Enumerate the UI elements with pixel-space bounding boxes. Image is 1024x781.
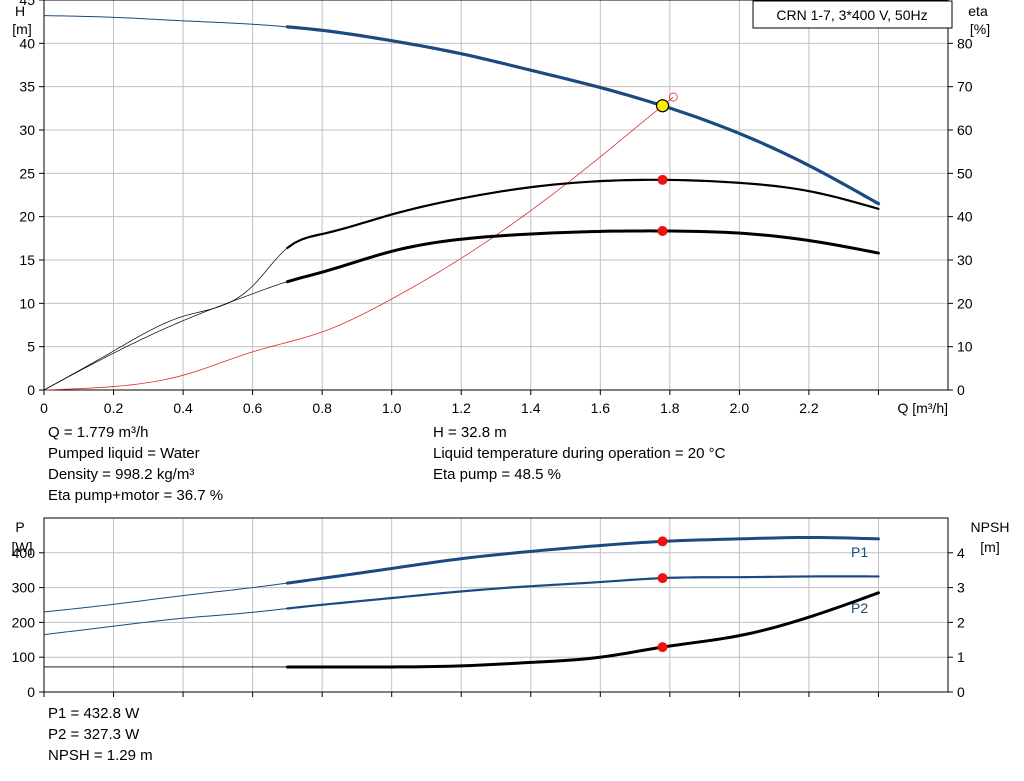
- head-chart-y-right-tick-label: 0: [957, 382, 965, 398]
- info-p2: P2 = 327.3 W: [48, 726, 140, 743]
- head-chart-y-right-tick-label: 30: [957, 252, 973, 268]
- info-upper-right: H = 32.8 m Liquid temperature during ope…: [433, 422, 725, 485]
- chart-title: CRN 1-7, 3*400 V, 50Hz: [776, 7, 927, 23]
- p2-curve-bold: [286, 575, 880, 610]
- p1-curve-bold: [285, 535, 880, 585]
- eta-pump-motor-operating-point: [657, 225, 668, 236]
- head-operating-point: [655, 99, 670, 113]
- head-chart-x-tick-label: 2.2: [799, 400, 819, 416]
- info-density: Density = 998.2 kg/m³: [48, 466, 195, 483]
- head-chart-y-left-tick-label: 40: [19, 35, 35, 51]
- head-chart-x-tick-label: 0.6: [243, 400, 263, 416]
- head-curve-thin: [43, 15, 288, 28]
- head-chart-y-right-tick-label: 10: [957, 339, 973, 355]
- head-chart-y-left-tick-label: 35: [19, 79, 35, 95]
- info-flow: Q = 1.779 m³/h: [48, 424, 149, 441]
- head-chart-x-tick-label: 0: [40, 400, 48, 416]
- head-chart-x-axis-label: Q [m³/h]: [897, 400, 948, 416]
- head-chart-x-tick-label: 1.0: [382, 400, 402, 416]
- info-upper-left: Q = 1.779 m³/h Pumped liquid = Water Den…: [48, 422, 223, 506]
- head-chart-x-tick-label: 1.8: [660, 400, 680, 416]
- head-chart-x-tick-label: 0.8: [312, 400, 332, 416]
- power-chart-plot-frame: [43, 517, 949, 693]
- power-chart-y-right-tick-label: 2: [957, 614, 965, 630]
- head-chart-y-left-tick-label: 15: [19, 252, 35, 268]
- power-chart-y-left-tick-label: 400: [12, 545, 36, 561]
- head-chart-y-left-tick-label: 20: [19, 209, 35, 225]
- head-chart-y-left-tick-label: 5: [27, 339, 35, 355]
- head-chart-y-right-tick-label: 50: [957, 165, 973, 181]
- head-chart-y-left-tick-label: 0: [27, 382, 35, 398]
- p1-curve-thin: [43, 582, 288, 613]
- head-curve-bold: [285, 25, 881, 206]
- head-chart-y-left-tick-label: 10: [19, 295, 35, 311]
- power-chart-y-left-tick-label: 300: [12, 580, 36, 596]
- eta-axis-title: eta: [968, 3, 988, 19]
- info-head: H = 32.8 m: [433, 424, 507, 441]
- power-chart-y-left-tick-label: 0: [27, 684, 35, 700]
- eta-pump-operating-point: [657, 174, 668, 185]
- power-axis-title: P: [15, 519, 24, 535]
- npsh-axis-unit: [m]: [980, 539, 999, 555]
- npsh-axis-title: NPSH: [971, 519, 1010, 535]
- p1-operating-point: [657, 536, 668, 547]
- power-chart-y-left-tick-label: 100: [12, 649, 36, 665]
- info-liquid-temperature: Liquid temperature during operation = 20…: [433, 445, 726, 462]
- power-chart-y-right-tick-label: 4: [957, 545, 965, 561]
- power-axis-unit: [W]: [12, 539, 33, 555]
- info-eta-pump: Eta pump = 48.5 %: [433, 466, 561, 483]
- npsh-curve-bold: [285, 591, 880, 669]
- head-chart-x-tick-label: 1.2: [451, 400, 471, 416]
- head-chart-y-left-tick-label: 25: [19, 165, 35, 181]
- eta-pump-curve-thin: [43, 247, 288, 391]
- eta-pump-motor-curve-bold: [285, 229, 880, 284]
- system-curve-end-marker: [668, 92, 678, 102]
- info-npsh: NPSH = 1.29 m: [48, 747, 153, 764]
- head-chart-x-tick-label: 2.0: [730, 400, 750, 416]
- eta-axis-unit: [%]: [970, 21, 990, 37]
- head-chart-y-right-tick-label: 60: [957, 122, 973, 138]
- p2-curve-thin: [43, 607, 288, 636]
- head-chart-y-left-tick-label: 45: [19, 0, 35, 8]
- head-chart-x-tick-label: 1.4: [521, 400, 541, 416]
- p2-operating-point: [657, 573, 668, 584]
- head-chart-y-right-tick-label: 70: [957, 79, 973, 95]
- info-p1: P1 = 432.8 W: [48, 705, 140, 722]
- eta-pump-motor-curve-thin: [43, 281, 288, 391]
- info-eta-pump-motor: Eta pump+motor = 36.7 %: [48, 487, 224, 504]
- head-chart-y-right-tick-label: 40: [957, 209, 973, 225]
- power-chart-y-right-tick-label: 1: [957, 649, 965, 665]
- npsh-operating-point: [657, 642, 668, 653]
- system-curve-thin: [43, 96, 674, 391]
- info-lower: P1 = 432.8 W P2 = 327.3 W NPSH = 1.29 m: [48, 703, 153, 766]
- info-pumped-liquid: Pumped liquid = Water: [48, 445, 200, 462]
- head-chart-y-right-tick-label: 20: [957, 295, 973, 311]
- power-chart-y-right-tick-label: 3: [957, 580, 965, 596]
- eta-pump-curve-bold: [286, 178, 880, 249]
- head-axis-title: H: [15, 3, 25, 19]
- head-chart-x-tick-label: 1.6: [591, 400, 611, 416]
- head-chart-x-tick-label: 0.2: [104, 400, 124, 416]
- power-chart-y-right-tick-label: 0: [957, 684, 965, 700]
- power-chart-y-left-tick-label: 200: [12, 614, 36, 630]
- head-chart-y-left-tick-label: 30: [19, 122, 35, 138]
- chart-title-box: [752, 0, 953, 29]
- head-chart-x-tick-label: 0.4: [173, 400, 193, 416]
- head-chart-plot-frame: [43, 0, 949, 391]
- head-axis-unit: [m]: [12, 21, 31, 37]
- p1-series-label: P1: [851, 544, 868, 560]
- p2-series-label: P2: [851, 600, 868, 616]
- head-chart-y-right-tick-label: 80: [957, 35, 973, 51]
